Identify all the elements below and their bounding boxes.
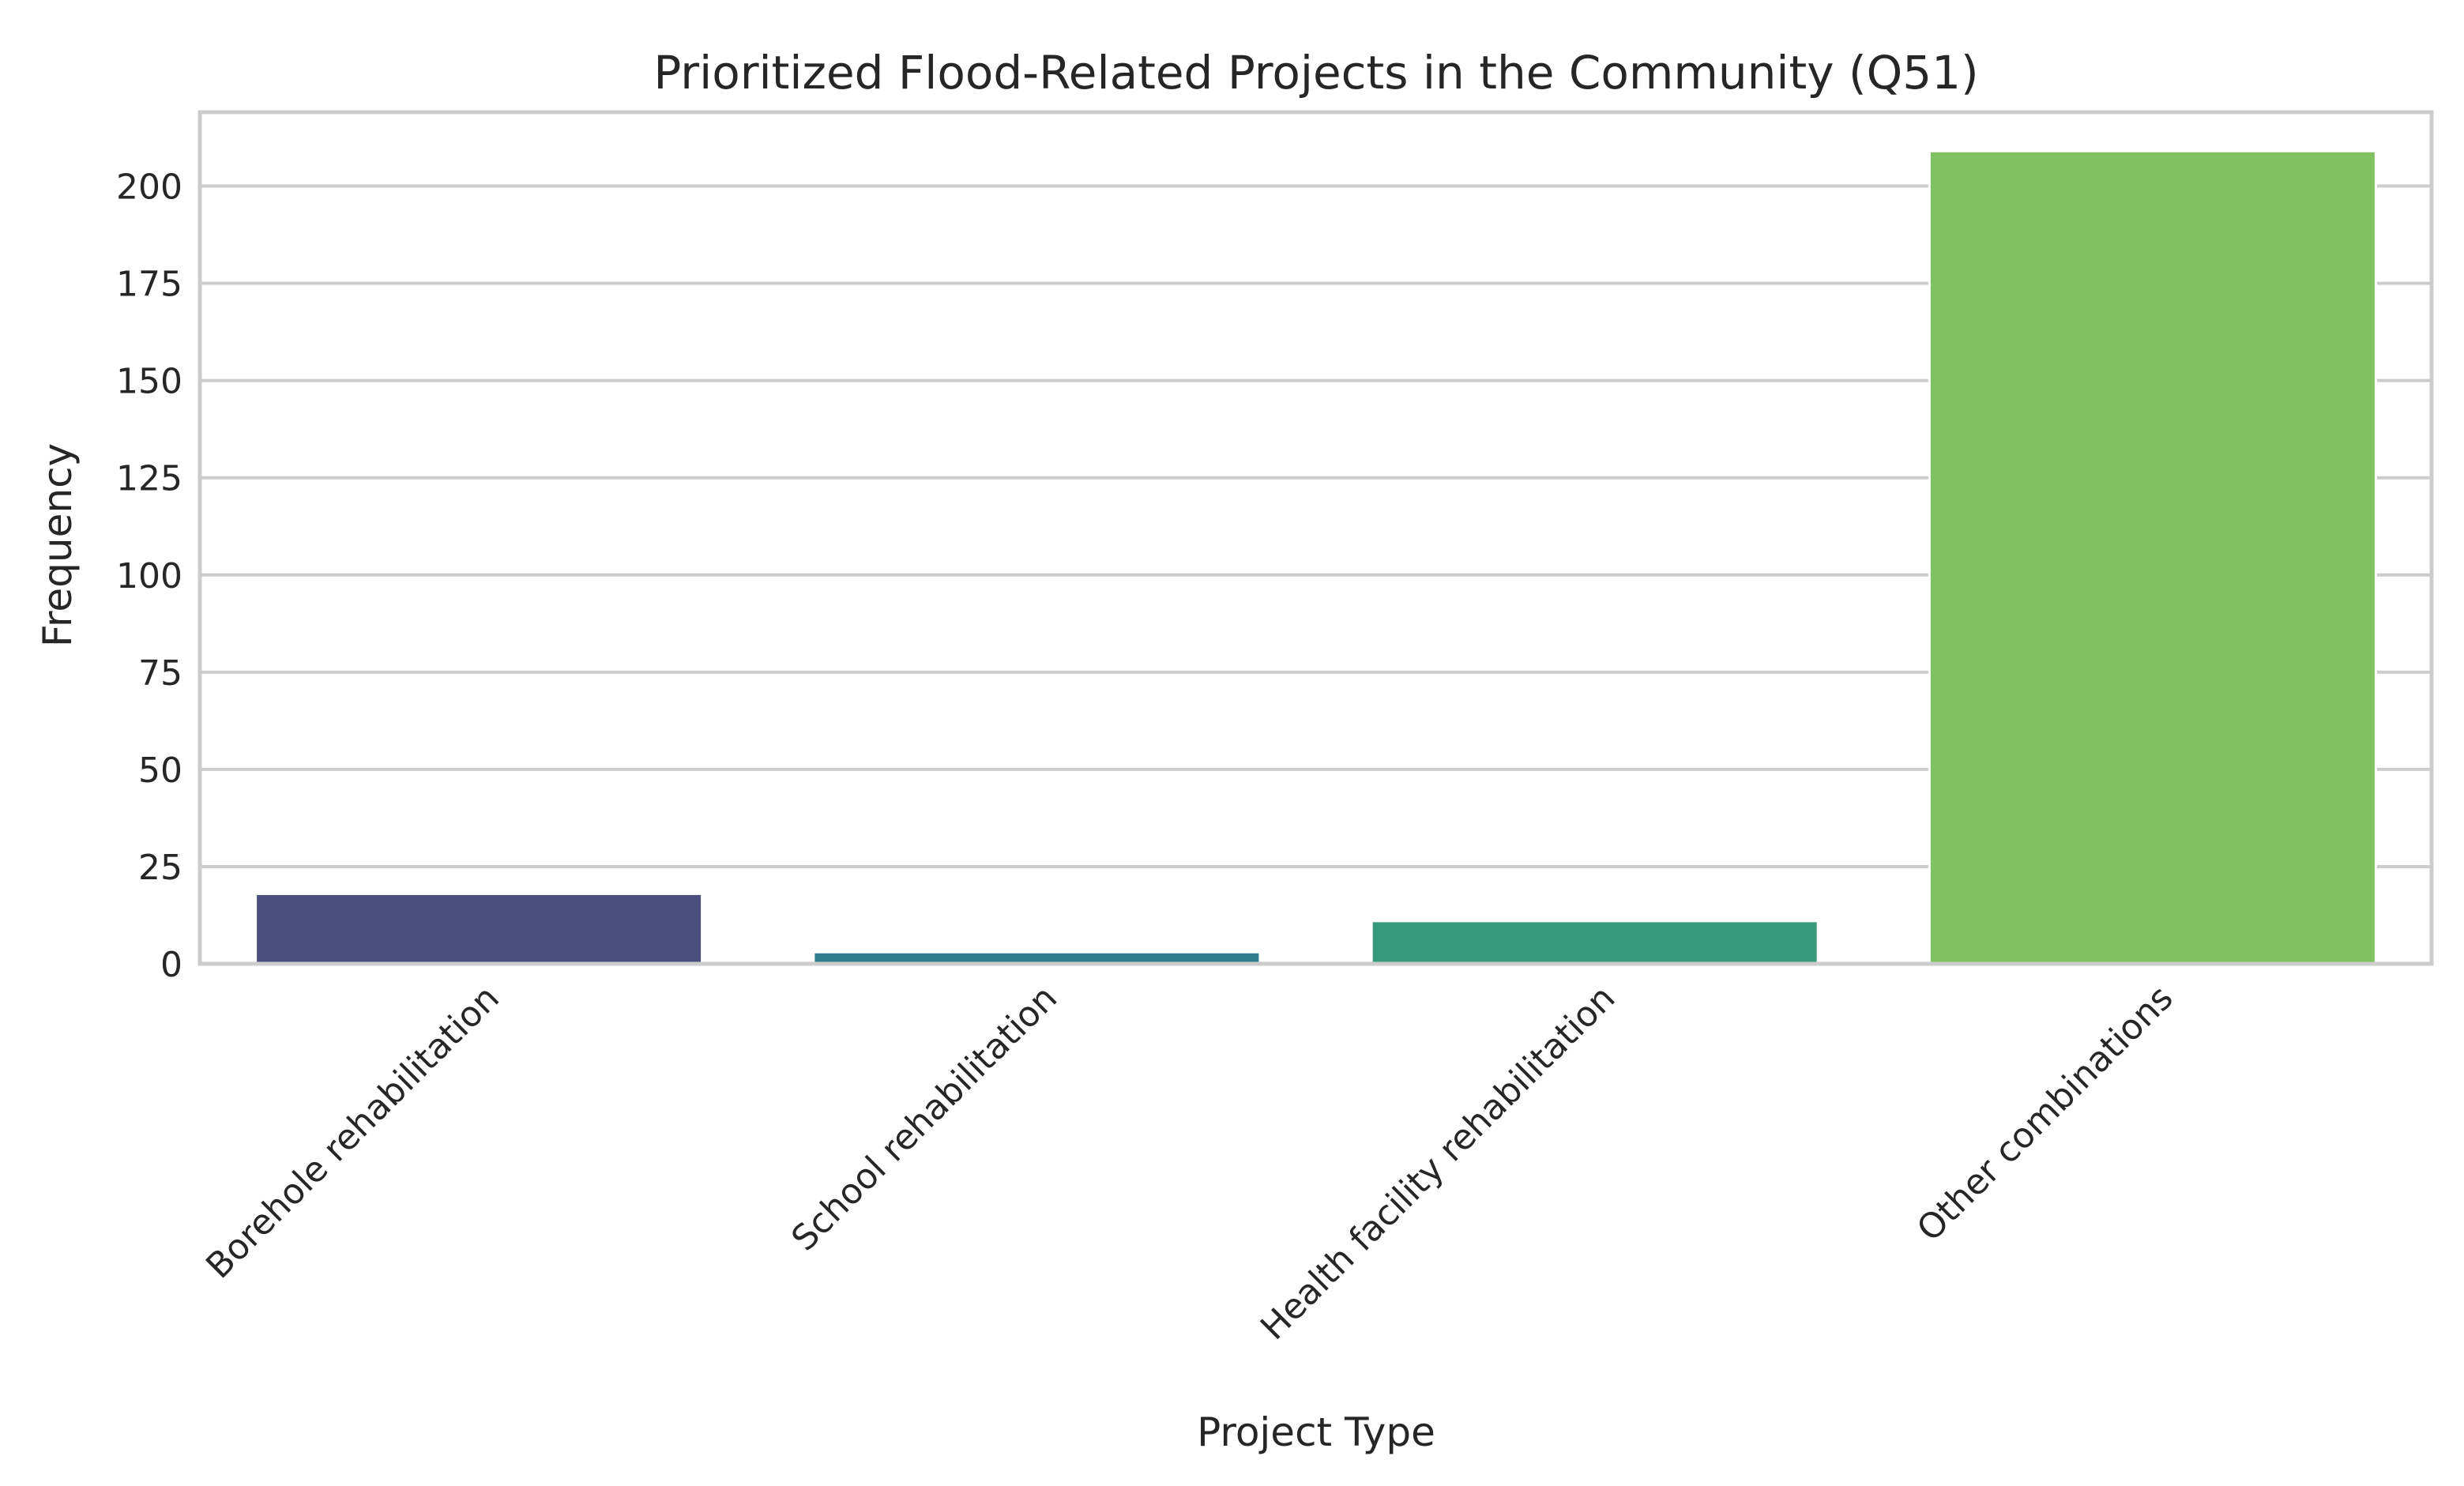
y-tick-label: 50: [138, 751, 182, 791]
y-tick-label: 25: [138, 848, 182, 888]
y-tick-label: 200: [116, 167, 182, 208]
y-tick-label: 75: [138, 653, 182, 694]
y-tick-label: 175: [116, 265, 182, 305]
plot-frame: [197, 110, 2434, 966]
bar: [1370, 920, 1819, 965]
x-tick-label: School rehabilitation: [784, 978, 1065, 1259]
x-tick-labels: Borehole rehabilitation School rehabilita…: [198, 978, 2180, 1348]
x-tick-label: Health facility rehabilitation: [1253, 978, 1623, 1348]
y-axis-label: Frequency: [35, 443, 81, 647]
x-tick-label: Borehole rehabilitation: [198, 978, 507, 1287]
y-tick-labels: 0 25 50 75 100 125 150 175 200: [116, 167, 182, 985]
bar: [1928, 149, 2377, 965]
y-tick-label: 0: [160, 945, 182, 985]
chart-title: Prioritized Flood-Related Projects in th…: [653, 46, 1978, 100]
x-axis-label: Project Type: [1197, 1409, 1435, 1455]
y-tick-label: 100: [116, 556, 182, 596]
y-tick-label: 150: [116, 362, 182, 402]
bar: [254, 892, 704, 965]
gridlines: [200, 184, 2432, 868]
y-tick-label: 125: [116, 459, 182, 499]
x-tick-label: Other combinations: [1909, 978, 2181, 1250]
bars: [254, 149, 2377, 965]
